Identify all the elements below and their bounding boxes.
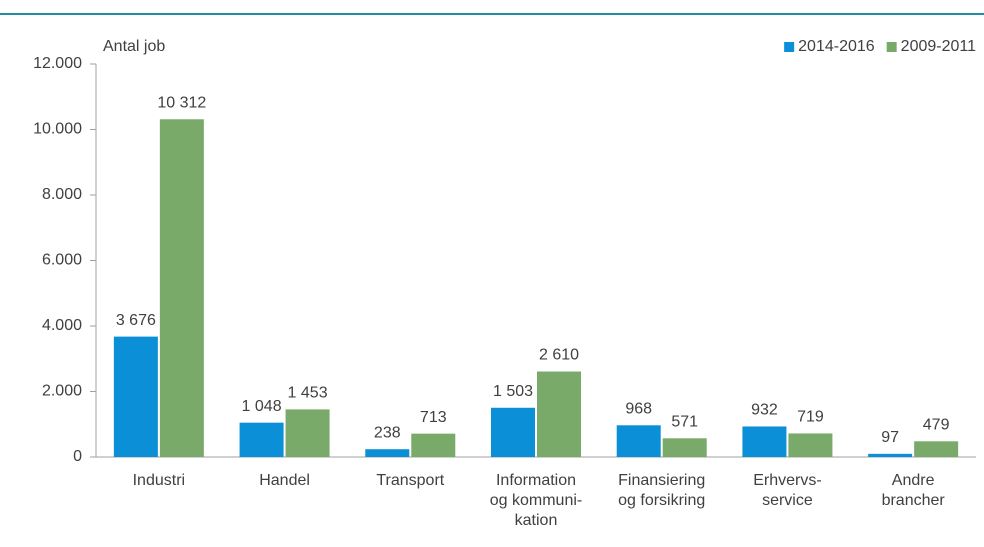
value-label: 719 xyxy=(797,409,824,426)
x-tick-label: Handel xyxy=(259,472,310,489)
legend-label: 2014-2016 xyxy=(798,38,875,55)
bar xyxy=(239,422,284,457)
bar xyxy=(788,433,833,457)
bar xyxy=(616,425,661,457)
y-tick-label: 6.000 xyxy=(42,252,82,269)
y-tick-label: 8.000 xyxy=(42,186,82,203)
bar xyxy=(742,426,787,457)
bar xyxy=(159,119,204,458)
bar xyxy=(411,433,456,457)
x-tick-label: Information og kommuni-kation xyxy=(490,472,582,529)
bar xyxy=(868,453,913,457)
x-tick-label: Finansiering og forsikring xyxy=(618,472,705,509)
bar xyxy=(537,371,581,457)
value-label: 1 453 xyxy=(288,385,328,402)
value-label: 932 xyxy=(751,402,778,419)
value-label: 571 xyxy=(671,414,698,431)
value-label: 1 503 xyxy=(493,383,533,400)
y-tick-label: 4.000 xyxy=(42,317,82,334)
legend-swatch xyxy=(886,42,897,52)
y-tick-label: 12.000 xyxy=(33,55,82,72)
y-tick-label: 10.000 xyxy=(33,121,82,138)
legend-swatch xyxy=(784,42,795,52)
value-label: 968 xyxy=(625,401,652,418)
bar xyxy=(365,449,410,457)
value-label: 713 xyxy=(420,409,447,426)
x-tick-label: Industri xyxy=(133,472,185,489)
y-axis-label: Antal job xyxy=(103,38,165,55)
value-label: 1 048 xyxy=(242,398,282,415)
y-tick-label: 2.000 xyxy=(42,383,82,400)
value-label: 2 610 xyxy=(539,347,579,364)
bar xyxy=(491,407,535,457)
bar xyxy=(285,409,330,457)
value-label: 479 xyxy=(923,417,950,434)
value-label: 97 xyxy=(881,429,899,446)
value-label: 238 xyxy=(374,424,401,441)
x-tick-label: Erhvervs-service xyxy=(753,472,821,509)
bar xyxy=(914,441,959,457)
value-label: 10 312 xyxy=(157,95,206,112)
legend-label: 2009-2011 xyxy=(901,38,976,55)
y-tick-label: 0 xyxy=(73,448,82,465)
x-tick-label: Transport xyxy=(376,472,444,489)
bar xyxy=(113,336,158,457)
value-label: 3 676 xyxy=(116,312,156,329)
x-tick-label: Andre brancher xyxy=(882,472,946,509)
bar xyxy=(662,438,707,457)
